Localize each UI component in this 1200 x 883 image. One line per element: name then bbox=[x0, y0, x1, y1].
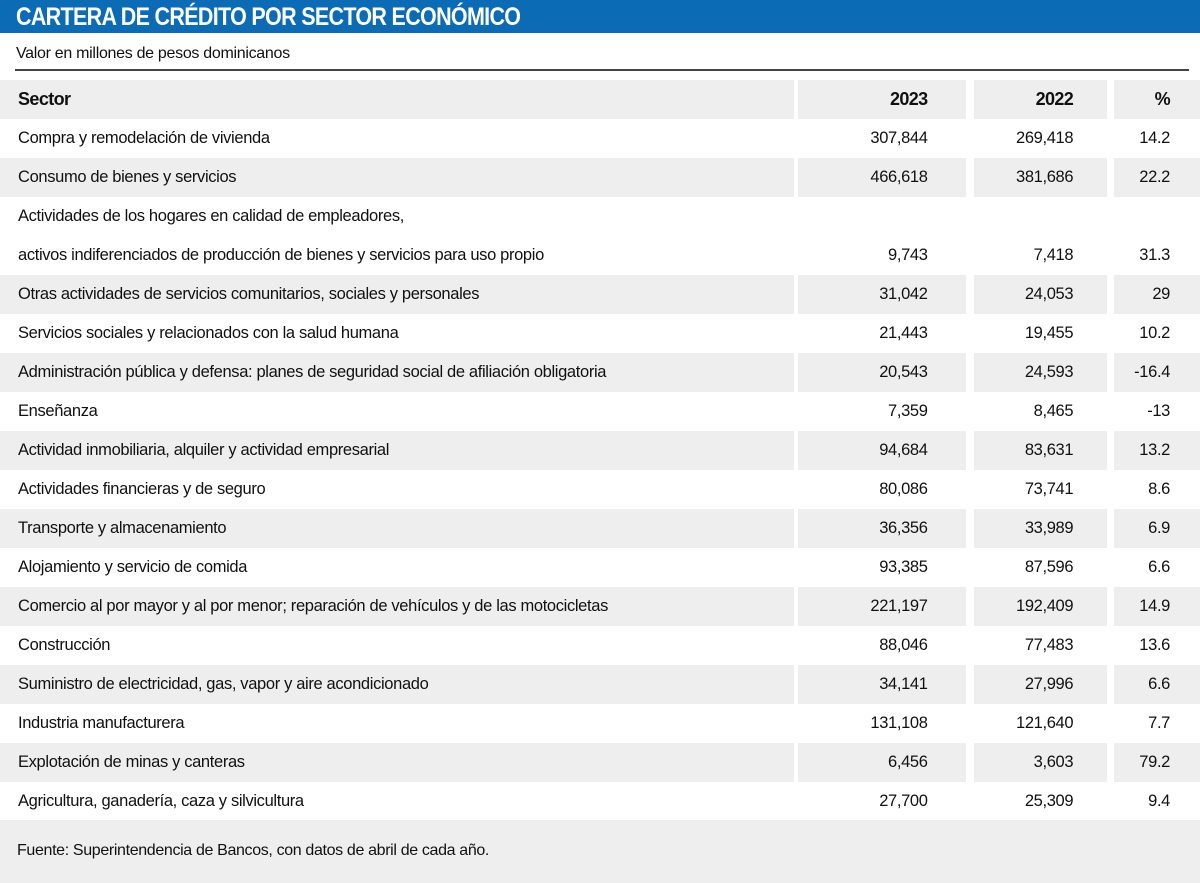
value-2023-cell: 9,743 bbox=[888, 246, 928, 264]
sector-cell: Compra y remodelación de vivienda bbox=[18, 129, 270, 147]
table-row: Alojamiento y servicio de comida 93,385 87… bbox=[0, 548, 1200, 587]
table-row: Compra y remodelación de vivienda 307,844… bbox=[0, 119, 1200, 158]
sector-cell: Alojamiento y servicio de comida bbox=[18, 558, 248, 576]
value-2022-cell: 83,631 bbox=[973, 431, 1108, 470]
pct-change-cell: 6.6 bbox=[1148, 558, 1171, 576]
value-2022-cell: 73,741 bbox=[1024, 480, 1074, 498]
sector-cell: Enseñanza bbox=[18, 402, 98, 420]
sector-cell: Agricultura, ganadería, caza y silvicult… bbox=[18, 792, 304, 810]
value-2022-cell: 7,418 bbox=[1033, 246, 1074, 264]
table-row: Otras actividades de servicios comunitar… bbox=[0, 275, 1200, 314]
value-2022-cell: 24,593 bbox=[973, 353, 1108, 392]
sector-cell: Actividad inmobiliaria, alquiler y activ… bbox=[0, 431, 795, 470]
value-2023-cell: 21,443 bbox=[879, 324, 928, 342]
pct-change-cell: 13.6 bbox=[1139, 636, 1171, 654]
sector-cell: Industria manufacturera bbox=[18, 714, 185, 732]
footer: Fuente: Superintendencia de Bancos, con … bbox=[0, 820, 1200, 883]
value-2022-cell: 121,640 bbox=[1016, 714, 1074, 732]
sector-line: Actividades de los hogares en calidad de… bbox=[18, 207, 404, 225]
title-bar: CARTERA DE CRÉDITO POR SECTOR ECONÓMICO bbox=[0, 0, 1200, 33]
table-header-row: Sector 2023 2022 % bbox=[0, 80, 1200, 119]
value-2022-cell: 8,465 bbox=[1033, 402, 1074, 420]
value-2023-cell: 88,046 bbox=[879, 636, 928, 654]
source-note: Fuente: Superintendencia de Bancos, con … bbox=[17, 842, 490, 859]
pct-change-cell: 14.9 bbox=[1114, 587, 1200, 626]
pct-change-cell: 9.4 bbox=[1148, 792, 1171, 810]
table-row: Administración pública y defensa: planes… bbox=[0, 353, 1200, 392]
header-pct: % bbox=[1114, 80, 1200, 119]
table-row: Transporte y almacenamiento 36,356 33,989 6… bbox=[0, 509, 1200, 548]
value-2023-cell: 34,141 bbox=[798, 665, 966, 704]
value-2022-cell: 25,309 bbox=[1024, 792, 1074, 810]
pct-change-cell: 10.2 bbox=[1139, 324, 1171, 342]
value-2023-cell: 36,356 bbox=[798, 509, 966, 548]
value-2022-cell: 27,996 bbox=[973, 665, 1108, 704]
header-2022: 2022 bbox=[973, 80, 1108, 119]
value-2023-cell: 307,844 bbox=[870, 129, 928, 147]
pct-change-cell: 14.2 bbox=[1139, 129, 1171, 147]
table-row: Agricultura, ganadería, caza y silvicult… bbox=[0, 782, 1200, 821]
value-2022-cell: 77,483 bbox=[1024, 636, 1074, 654]
value-2023-cell: 7,359 bbox=[888, 402, 928, 420]
sector-cell: Actividades de los hogares en calidad de… bbox=[0, 197, 794, 275]
pct-change-cell: -13 bbox=[1147, 402, 1171, 420]
table-row: Suministro de electricidad, gas, vapor y… bbox=[0, 665, 1200, 704]
value-2022-cell: 33,989 bbox=[973, 509, 1108, 548]
value-2023-cell: 221,197 bbox=[798, 587, 966, 626]
table-row: Enseñanza 7,359 8,465 -13 bbox=[0, 392, 1200, 431]
sector-cell: Otras actividades de servicios comunitar… bbox=[0, 275, 795, 314]
table-row: Comercio al por mayor y al por menor; re… bbox=[0, 587, 1200, 626]
header-2023: 2023 bbox=[798, 80, 966, 119]
value-2022-cell: 24,053 bbox=[973, 275, 1108, 314]
value-2023-cell: 80,086 bbox=[879, 480, 928, 498]
value-2022-cell: 3,603 bbox=[973, 743, 1108, 782]
value-2023-cell: 31,042 bbox=[798, 275, 966, 314]
pct-change-cell: 6.6 bbox=[1114, 665, 1200, 704]
value-2022-cell: 19,455 bbox=[1024, 324, 1074, 342]
value-2022-cell: 192,409 bbox=[973, 587, 1108, 626]
subtitle: Valor en millones de pesos dominicanos bbox=[16, 45, 290, 62]
table-row: Actividades financieras y de seguro 80,08… bbox=[0, 470, 1200, 509]
sector-cell: Servicios sociales y relacionados con la… bbox=[18, 324, 399, 342]
value-2023-cell: 131,108 bbox=[870, 714, 928, 732]
credit-table: Sector 2023 2022 % Compra y remodelación… bbox=[0, 80, 1200, 821]
table-row: Servicios sociales y relacionados con la… bbox=[0, 314, 1200, 353]
pct-change-cell: 29 bbox=[1114, 275, 1200, 314]
pct-change-cell: 79.2 bbox=[1114, 743, 1200, 782]
sector-cell: Consumo de bienes y servicios bbox=[0, 158, 795, 197]
sector-cell: Comercio al por mayor y al por menor; re… bbox=[0, 587, 795, 626]
sector-cell: Actividades financieras y de seguro bbox=[18, 480, 266, 498]
sector-cell: Suministro de electricidad, gas, vapor y… bbox=[0, 665, 795, 704]
pct-change-cell: 6.9 bbox=[1114, 509, 1200, 548]
table-row: Consumo de bienes y servicios 466,618 381,… bbox=[0, 158, 1200, 197]
table-row: Construcción 88,046 77,483 13.6 bbox=[0, 626, 1200, 665]
table-row: Actividad inmobiliaria, alquiler y activ… bbox=[0, 431, 1200, 470]
value-2023-cell: 466,618 bbox=[798, 158, 966, 197]
value-2022-cell: 381,686 bbox=[973, 158, 1108, 197]
pct-change-cell: 31.3 bbox=[1139, 246, 1171, 264]
table-row: Explotación de minas y canteras 6,456 3,60… bbox=[0, 743, 1200, 782]
sector-cell: Construcción bbox=[18, 636, 111, 654]
value-2022-cell: 87,596 bbox=[1024, 558, 1074, 576]
pct-change-cell: 13.2 bbox=[1114, 431, 1200, 470]
page-title: CARTERA DE CRÉDITO POR SECTOR ECONÓMICO bbox=[16, 3, 521, 31]
header-sector: Sector bbox=[0, 80, 795, 119]
table-row: Actividades de los hogares en calidad de… bbox=[0, 197, 1200, 275]
sector-cell: Administración pública y defensa: planes… bbox=[0, 353, 795, 392]
pct-change-cell: 7.7 bbox=[1148, 714, 1171, 732]
sector-line: activos indiferenciados de producción de… bbox=[18, 246, 544, 264]
value-2022-cell: 269,418 bbox=[1016, 129, 1074, 147]
value-2023-cell: 93,385 bbox=[879, 558, 928, 576]
divider bbox=[15, 69, 1189, 71]
value-2023-cell: 6,456 bbox=[798, 743, 966, 782]
sector-cell: Transporte y almacenamiento bbox=[0, 509, 795, 548]
pct-change-cell: 22.2 bbox=[1114, 158, 1200, 197]
sector-cell: Explotación de minas y canteras bbox=[0, 743, 795, 782]
value-2023-cell: 94,684 bbox=[798, 431, 966, 470]
value-2023-cell: 20,543 bbox=[798, 353, 966, 392]
pct-change-cell: 8.6 bbox=[1148, 480, 1171, 498]
value-2023-cell: 27,700 bbox=[879, 792, 928, 810]
pct-change-cell: -16.4 bbox=[1114, 353, 1200, 392]
table-row: Industria manufacturera 131,108 121,640 7.7 bbox=[0, 704, 1200, 743]
